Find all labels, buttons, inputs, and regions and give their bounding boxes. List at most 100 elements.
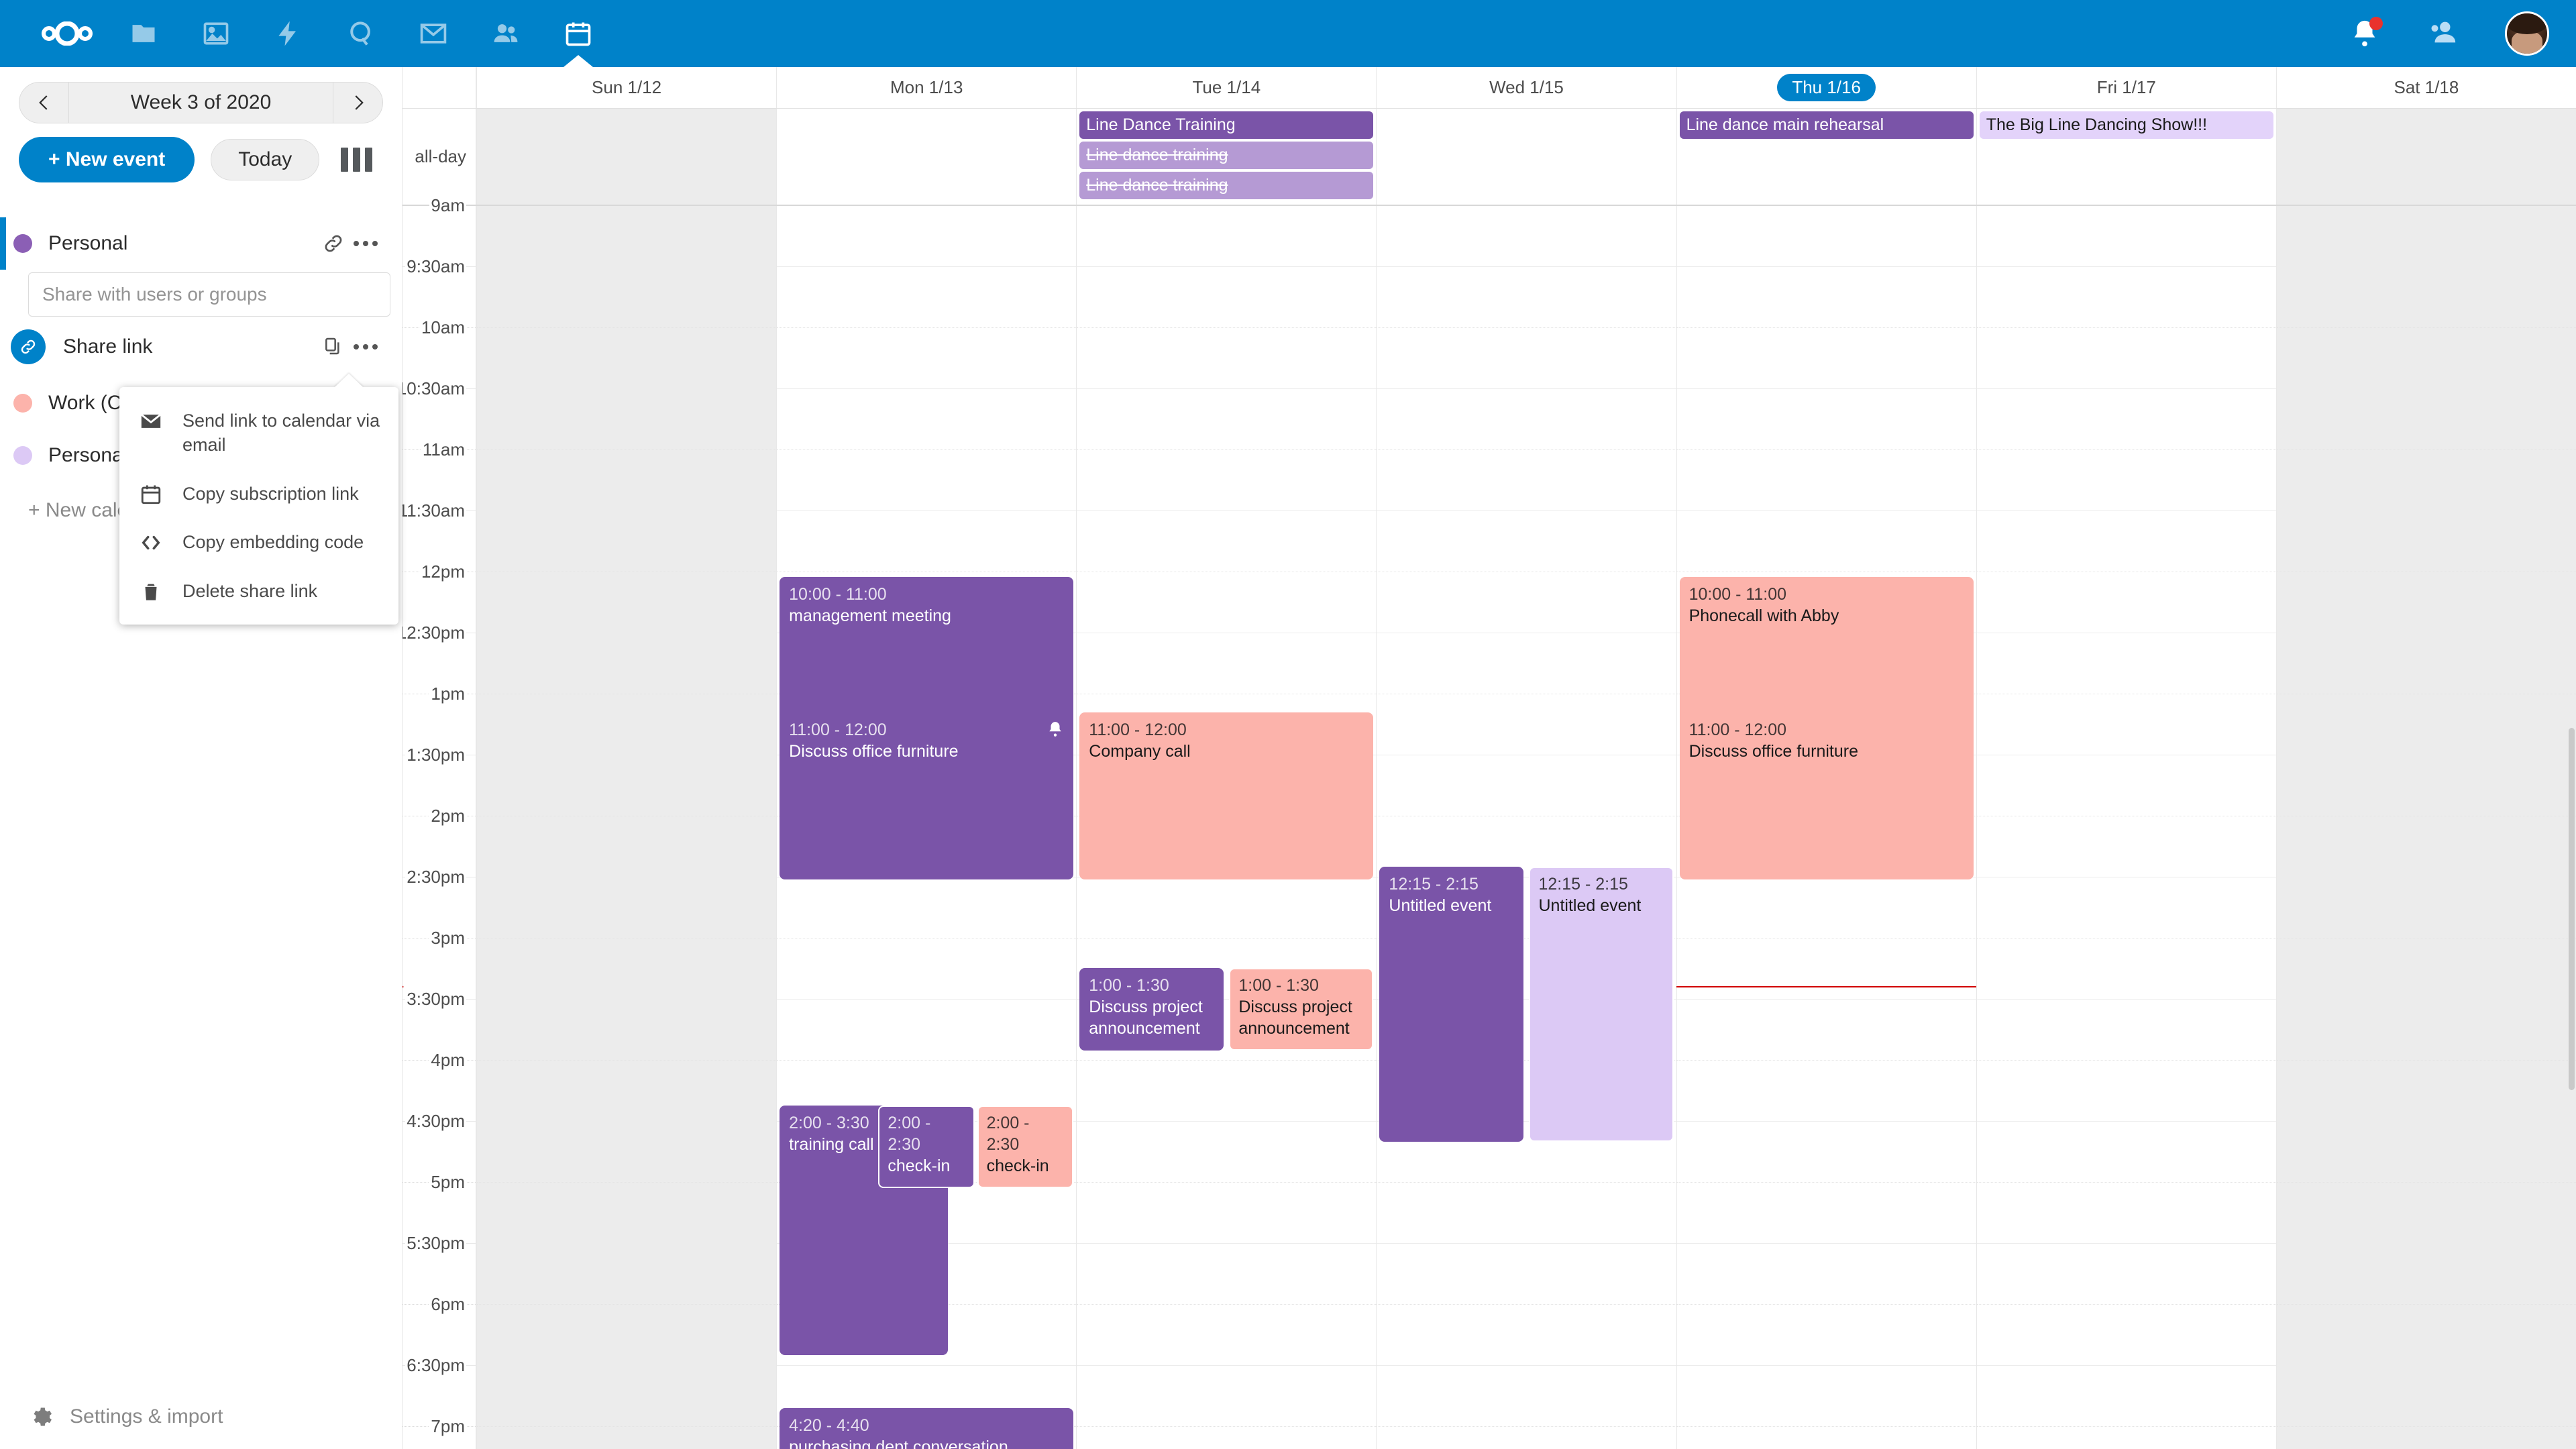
- grid-slot[interactable]: [2276, 1244, 2576, 1305]
- grid-slot[interactable]: [477, 1000, 777, 1061]
- grid-slot[interactable]: [1077, 1000, 1377, 1061]
- nextcloud-logo[interactable]: [27, 21, 107, 46]
- all-day-column-3[interactable]: [1376, 109, 1676, 205]
- grid-slot[interactable]: [1676, 389, 1976, 450]
- grid-slot[interactable]: [2276, 755, 2576, 816]
- grid-slot[interactable]: [2276, 389, 2576, 450]
- day-header-1[interactable]: Mon 1/13: [776, 67, 1076, 108]
- grid-slot[interactable]: [777, 938, 1077, 1000]
- calendar-item-personal[interactable]: Personal: [0, 217, 402, 270]
- grid-slot[interactable]: [477, 389, 777, 450]
- menu-item-delete-share-link[interactable]: Delete share link: [119, 567, 398, 615]
- calendar-event[interactable]: 2:00 - 3:30 training call: [780, 1105, 948, 1355]
- menu-item-copy-embedding-code[interactable]: Copy embedding code: [119, 518, 398, 566]
- grid-slot[interactable]: [777, 389, 1077, 450]
- day-column-2[interactable]: 11:00 - 12:00 Company call 1:00 - 1:30 Disc…: [1076, 206, 1377, 1449]
- grid-slot[interactable]: [1976, 389, 2276, 450]
- calendar-event[interactable]: 1:00 - 1:30 Discuss project announcement: [1229, 967, 1374, 1051]
- grid-slot[interactable]: [2276, 1305, 2576, 1366]
- grid-slot[interactable]: [1077, 1244, 1377, 1305]
- grid-slot[interactable]: [1976, 1183, 2276, 1244]
- grid-slot[interactable]: [1976, 1244, 2276, 1305]
- grid-slot[interactable]: [1077, 1061, 1377, 1122]
- grid-slot[interactable]: [2276, 511, 2576, 572]
- grid-slot[interactable]: [1676, 328, 1976, 389]
- all-day-column-6[interactable]: [2275, 109, 2576, 205]
- grid-slot[interactable]: [2276, 1366, 2576, 1427]
- grid-slot[interactable]: [1377, 694, 1676, 755]
- grid-slot[interactable]: [2276, 1122, 2576, 1183]
- grid-slot[interactable]: [1976, 511, 2276, 572]
- next-week-button[interactable]: [333, 83, 382, 123]
- grid-slot[interactable]: [477, 1122, 777, 1183]
- grid-slot[interactable]: [1377, 572, 1676, 633]
- grid-slot[interactable]: [1676, 1122, 1976, 1183]
- grid-slot[interactable]: [1377, 328, 1676, 389]
- grid-slot[interactable]: [1977, 1427, 2276, 1449]
- grid-slot[interactable]: [1377, 816, 1676, 877]
- previous-week-button[interactable]: [19, 83, 69, 123]
- calendar-event[interactable]: 11:00 - 12:00 Discuss office furniture: [780, 712, 1074, 880]
- share-link-icon[interactable]: [317, 227, 350, 260]
- contacts-menu-icon[interactable]: [2427, 17, 2458, 51]
- search-icon[interactable]: [325, 0, 397, 67]
- grid-slot[interactable]: [477, 938, 777, 1000]
- grid-slot[interactable]: [1377, 1183, 1676, 1244]
- grid-slot[interactable]: [1976, 1122, 2276, 1183]
- grid-slot[interactable]: [477, 877, 777, 938]
- grid-slot[interactable]: [477, 450, 777, 511]
- grid-slot[interactable]: [1377, 206, 1676, 267]
- grid-slot[interactable]: [1377, 633, 1676, 694]
- grid-slot[interactable]: [1377, 267, 1676, 328]
- grid-slot[interactable]: [1976, 267, 2276, 328]
- grid-slot[interactable]: [2276, 206, 2576, 267]
- grid-slot[interactable]: [1676, 206, 1976, 267]
- all-day-column-5[interactable]: The Big Line Dancing Show!!!: [1976, 109, 2276, 205]
- grid-slot[interactable]: [477, 206, 777, 267]
- share-link-row[interactable]: Share link: [0, 317, 402, 377]
- grid-slot[interactable]: [1976, 206, 2276, 267]
- grid-slot[interactable]: [477, 816, 777, 877]
- day-header-5[interactable]: Fri 1/17: [1976, 67, 2276, 108]
- notifications-bell-icon[interactable]: [2349, 17, 2383, 49]
- grid-slot[interactable]: [1976, 1000, 2276, 1061]
- grid-slot[interactable]: [1077, 1122, 1377, 1183]
- grid-slot[interactable]: [477, 1244, 777, 1305]
- grid-slot[interactable]: [1377, 877, 1676, 938]
- calendar-event[interactable]: 12:15 - 2:15 Untitled event: [1529, 867, 1674, 1142]
- grid-slot[interactable]: [477, 755, 777, 816]
- all-day-column-0[interactable]: [476, 109, 777, 205]
- grid-slot[interactable]: [1377, 1061, 1676, 1122]
- grid-slot[interactable]: [1676, 1366, 1976, 1427]
- grid-slot[interactable]: [1077, 1305, 1377, 1366]
- day-column-5[interactable]: [1976, 206, 2276, 1449]
- grid-slot[interactable]: [1377, 450, 1676, 511]
- grid-slot[interactable]: [1077, 1427, 1376, 1449]
- day-column-3[interactable]: 12:15 - 2:15 Untitled event 12:15 - 2:15 Un…: [1376, 206, 1676, 1449]
- grid-slot[interactable]: [1676, 511, 1976, 572]
- grid-slot[interactable]: [2276, 1183, 2576, 1244]
- grid-slot[interactable]: [477, 267, 777, 328]
- grid-slot[interactable]: [2276, 1000, 2576, 1061]
- today-button[interactable]: Today: [211, 139, 320, 180]
- grid-slot[interactable]: [1377, 1427, 1676, 1449]
- grid-slot[interactable]: [1377, 1305, 1676, 1366]
- grid-slot[interactable]: [1077, 206, 1377, 267]
- day-header-2[interactable]: Tue 1/14: [1076, 67, 1376, 108]
- calendar-event[interactable]: 11:00 - 12:00 Discuss office furniture: [1679, 712, 1974, 880]
- grid-slot[interactable]: [1377, 755, 1676, 816]
- grid-slot[interactable]: [777, 206, 1077, 267]
- day-header-0[interactable]: Sun 1/12: [476, 67, 776, 108]
- grid-slot[interactable]: [1976, 328, 2276, 389]
- grid-slot[interactable]: [477, 1305, 777, 1366]
- copy-link-icon[interactable]: [317, 331, 350, 363]
- grid-slot[interactable]: [1976, 1366, 2276, 1427]
- grid-slot[interactable]: [1976, 572, 2276, 633]
- grid-slot[interactable]: [1377, 511, 1676, 572]
- grid-slot[interactable]: [477, 572, 777, 633]
- grid-slot[interactable]: [1077, 633, 1377, 694]
- grid-slot[interactable]: [777, 450, 1077, 511]
- day-header-6[interactable]: Sat 1/18: [2275, 67, 2576, 108]
- day-column-4[interactable]: 10:00 - 11:00 Phonecall with Abby 11:00 - …: [1676, 206, 1976, 1449]
- activity-icon[interactable]: [252, 0, 325, 67]
